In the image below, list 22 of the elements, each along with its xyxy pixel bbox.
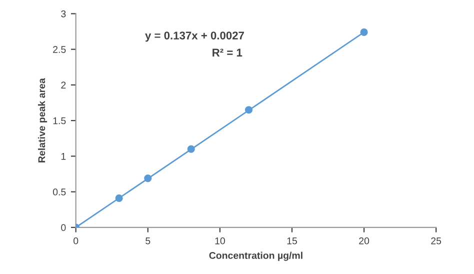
annotation: R² = 1	[212, 48, 242, 56]
point	[144, 174, 152, 182]
y-tick-label: 0	[61, 224, 66, 232]
y-tick-label: 2.5	[53, 46, 66, 53]
y-tick-label: 3	[61, 10, 66, 18]
y-axis-title: Relative peak area	[38, 78, 48, 162]
y-tick-label: 1.5	[53, 117, 66, 124]
x-tick-label: 25	[431, 237, 442, 244]
y-tick-label: 1	[61, 153, 66, 160]
y-tick-label: 0.5	[52, 188, 66, 196]
x-tick-label: 5	[146, 238, 150, 244]
x-tick-label: 20	[359, 237, 370, 244]
annotation: y = 0.137x + 0.0027	[145, 32, 244, 42]
x-tick-label: 10	[215, 237, 225, 244]
x-tick-label: 15	[287, 238, 297, 244]
y-tick-label: 2	[61, 82, 66, 88]
point	[360, 28, 368, 36]
x-tick-label: 0	[74, 237, 78, 244]
point	[115, 194, 123, 202]
point	[187, 145, 195, 153]
x-axis-title: Concentration µg/ml	[209, 252, 302, 261]
point	[244, 106, 253, 114]
